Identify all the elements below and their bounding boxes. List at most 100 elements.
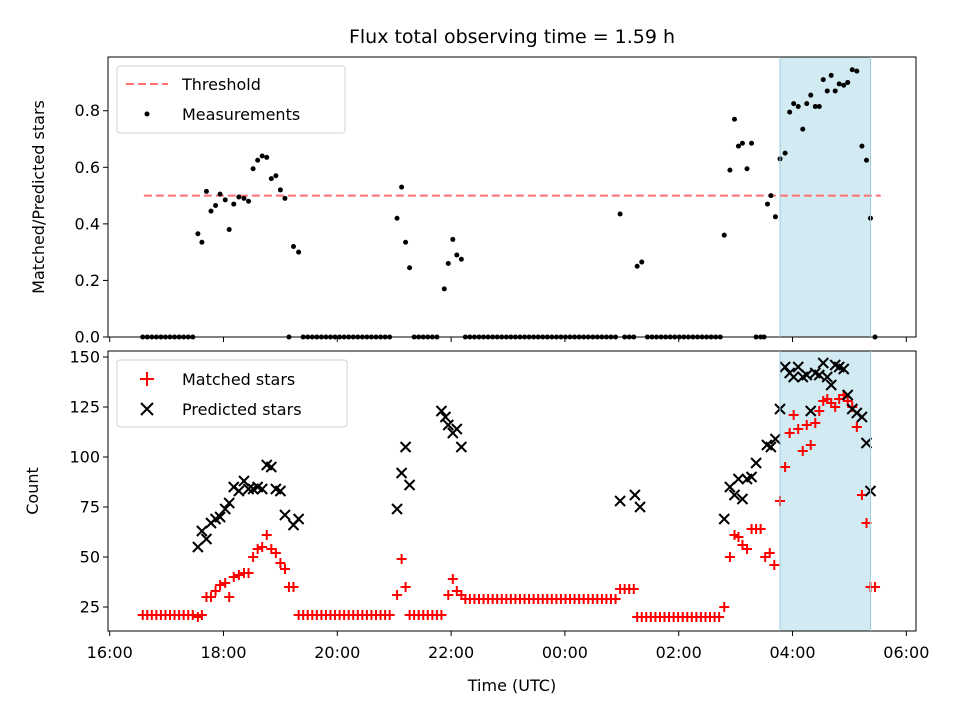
measurements-point <box>800 126 806 132</box>
predicted-stars-point <box>292 513 305 525</box>
predicted-stars-point <box>860 437 873 449</box>
matched-stars-point <box>784 428 795 438</box>
matched-stars-point <box>769 560 780 570</box>
matched-stars-point <box>400 582 411 592</box>
predicted-stars-point <box>238 475 250 487</box>
matched-stars-point <box>248 552 259 562</box>
matched-stars-point <box>780 462 791 472</box>
observing-window-shade-top <box>780 57 871 337</box>
matched-stars-point <box>215 580 226 590</box>
measurements-point <box>828 72 834 78</box>
measurements-point <box>859 143 865 149</box>
matched-stars-point <box>793 424 804 434</box>
predicted-stars-point <box>279 509 291 521</box>
matched-stars-point <box>275 558 286 568</box>
measurements-point <box>744 166 750 172</box>
predicted-stars-point <box>219 503 231 515</box>
matched-stars-point <box>205 592 216 602</box>
measurements-point <box>259 153 265 159</box>
count-y-tick-label: 75 <box>80 498 100 517</box>
count-y-tick-label: 50 <box>80 548 100 567</box>
matched-stars-point <box>224 592 235 602</box>
measurements-point <box>255 157 261 163</box>
predicted-stars-point <box>728 489 741 501</box>
predicted-stars-point <box>200 533 213 545</box>
matched-stars-point <box>805 440 816 450</box>
measurements-point <box>820 77 826 83</box>
ratio-plot-frame <box>107 56 917 338</box>
measurements-point <box>458 256 464 262</box>
x-tick-label: 20:00 <box>314 643 360 662</box>
predicted-stars-point <box>435 405 448 417</box>
x-tick-label: 02:00 <box>656 643 702 662</box>
matched-stars-point <box>814 406 825 416</box>
predicted-stars-point <box>856 411 868 423</box>
measurements-point <box>791 101 797 107</box>
predicted-stars-point <box>769 433 782 445</box>
chart-title: Flux total observing time = 1.59 h <box>349 26 675 48</box>
matched-stars-point <box>810 418 821 428</box>
measurements-point <box>617 211 623 217</box>
measurements-point <box>407 265 413 271</box>
predicted-stars-point <box>825 379 837 391</box>
ratio-y-tick-label: 0.8 <box>75 101 100 120</box>
predicted-stars-point <box>634 501 646 513</box>
measurements-point <box>203 188 209 194</box>
measurements-point <box>749 140 755 146</box>
predicted-stars-point <box>750 457 762 469</box>
measurements-point <box>849 67 855 73</box>
predicted-stars-point <box>787 371 800 383</box>
matched-stars-point <box>384 610 395 620</box>
matched-stars-point <box>830 402 841 412</box>
measurements-point <box>731 116 737 122</box>
measurements-point <box>845 79 851 85</box>
matched-stars-point <box>396 554 407 564</box>
measurements-point <box>213 202 219 208</box>
matched-stars-point <box>243 568 254 578</box>
matched-stars-point <box>628 584 639 594</box>
measurements-point <box>787 109 793 115</box>
predicted-stars-point <box>718 513 730 525</box>
predicted-stars-point <box>403 479 416 491</box>
count-legend: Matched stars Predicted stars <box>116 359 348 428</box>
observing-window-shade-bottom <box>780 351 871 631</box>
measurements-point <box>268 176 274 182</box>
x-tick-label: 00:00 <box>542 643 588 662</box>
measurements-point <box>195 231 201 237</box>
matched-stars-point <box>788 410 799 420</box>
predicted-stars-point <box>265 461 278 473</box>
measurements-point <box>739 140 745 146</box>
predicted-stars-point <box>196 525 208 537</box>
predicted-stars-point <box>838 363 850 375</box>
measurements-point <box>273 173 279 179</box>
matched-stars-point <box>719 602 730 612</box>
matched-stars-point <box>392 590 403 600</box>
matched-stars-point <box>436 610 447 620</box>
measurements-point <box>450 236 456 242</box>
measurements-point <box>727 167 733 173</box>
measurements-point <box>231 201 237 207</box>
legend-matched-label: Matched stars <box>182 370 295 389</box>
matched-stars-point <box>742 544 753 554</box>
x-tick-label: 16:00 <box>87 643 133 662</box>
measurements-point <box>808 92 814 98</box>
count-y-tick-label: 100 <box>69 448 100 467</box>
measurements-point <box>199 239 205 245</box>
predicted-stars-point <box>779 361 791 373</box>
measurements-point <box>804 101 810 107</box>
matched-stars-point <box>797 446 808 456</box>
matched-stars-point <box>610 594 621 604</box>
count-panel: 25 50 75 100 125 150 16:00 18:00 20:00 22:00 00:0… <box>23 348 929 696</box>
measurements-legend-swatch <box>144 111 150 117</box>
measurements-point <box>816 103 822 109</box>
count-plot-frame <box>107 350 917 632</box>
predicted-stars-point <box>805 405 817 417</box>
measurements-point <box>277 187 283 193</box>
measurements-point <box>399 184 405 190</box>
matched-stars-point <box>714 612 725 622</box>
predicted-stars-point <box>395 467 408 479</box>
matched-stars-point <box>187 610 198 620</box>
predicted-stars-point <box>614 495 626 507</box>
matched-stars-point <box>755 524 766 534</box>
